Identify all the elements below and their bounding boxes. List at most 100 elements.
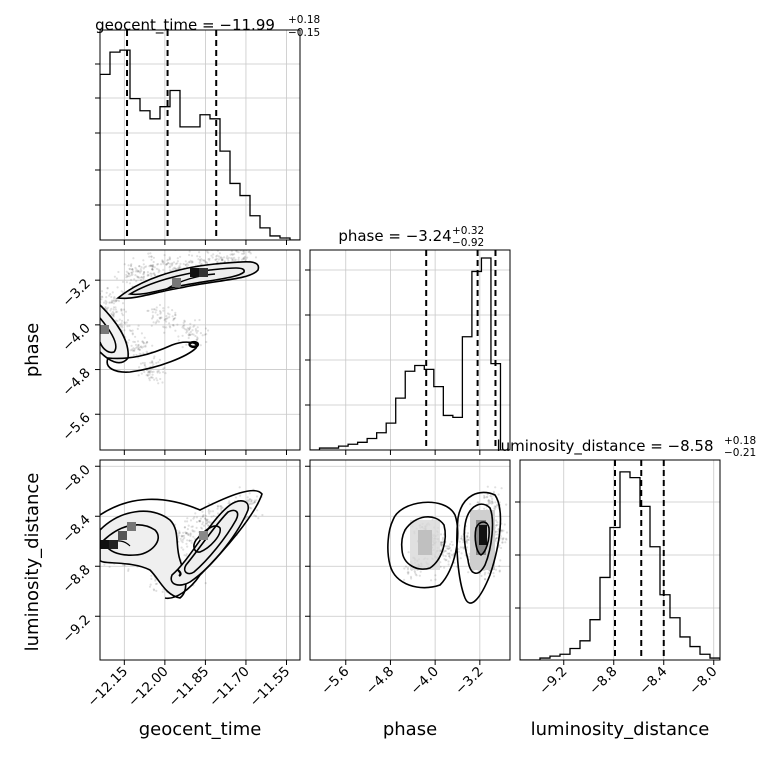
sample-point (168, 258, 171, 261)
sample-point (216, 512, 220, 515)
sample-point (214, 258, 217, 261)
sample-point (494, 505, 497, 508)
sample-point (176, 257, 179, 260)
sample-point (116, 286, 119, 289)
sample-point (490, 502, 493, 505)
sample-point (108, 301, 111, 304)
sample-point (449, 543, 452, 546)
sample-point (447, 552, 451, 555)
sample-point (201, 527, 204, 530)
sample-point (430, 579, 433, 582)
sample-point (144, 366, 147, 369)
geocent-time-quantile-lines (126, 30, 218, 240)
sample-point (182, 538, 185, 541)
panel-frame (519, 459, 721, 661)
sample-point (208, 520, 211, 523)
sample-point (142, 277, 145, 280)
sample-point (133, 349, 136, 352)
sample-point (151, 376, 154, 379)
sample-point (493, 508, 497, 511)
sample-point (201, 515, 205, 518)
sample-point (248, 492, 251, 495)
sample-point (159, 316, 162, 319)
sample-point (255, 499, 258, 502)
sample-point (502, 537, 505, 540)
sample-point (97, 293, 99, 295)
sample-point (168, 325, 171, 328)
sample-point (140, 269, 143, 273)
sample-point (158, 358, 161, 361)
sample-point (185, 331, 188, 334)
sample-point (239, 494, 242, 497)
sample-point (155, 582, 159, 585)
sample-point (132, 257, 135, 260)
sample-point (223, 256, 226, 259)
sample-point (498, 569, 501, 572)
sample-point (165, 317, 168, 320)
sample-point (469, 503, 472, 506)
sample-point (446, 545, 449, 548)
sample-point (130, 265, 133, 268)
sample-point (165, 320, 168, 323)
sample-point (221, 506, 224, 509)
sample-point (128, 272, 131, 276)
sample-point (163, 326, 166, 329)
sample-point (188, 250, 191, 253)
sample-point (496, 523, 499, 526)
sample-point (466, 535, 469, 538)
sample-point (115, 299, 118, 302)
sample-point (492, 490, 495, 493)
sample-point (97, 285, 99, 287)
sample-point (151, 373, 154, 376)
sample-point (105, 291, 108, 294)
sample-point (495, 530, 498, 534)
sample-point (146, 373, 149, 376)
sample-point (198, 318, 201, 322)
sample-point (148, 377, 151, 380)
x-tick-label: −3.2 (452, 664, 486, 698)
sample-point (234, 258, 237, 261)
phase-vs-geocent-time-density-cells (100, 268, 208, 334)
sample-point (195, 338, 198, 341)
sample-point (188, 539, 191, 542)
sample-point (127, 569, 130, 573)
y-axis-label-phase: phase (22, 323, 43, 377)
sample-point (185, 532, 188, 535)
sample-point (448, 555, 451, 558)
sample-point (148, 379, 151, 382)
sample-point (216, 260, 219, 263)
x-tick-label: −8.4 (636, 664, 670, 698)
sample-point (131, 332, 134, 335)
sample-point (162, 307, 165, 310)
sample-point (145, 265, 148, 268)
sample-point (217, 255, 221, 258)
sample-point (133, 340, 136, 344)
sample-point (147, 274, 150, 277)
sample-point (448, 552, 451, 555)
sample-point (141, 346, 144, 349)
panel-frame (309, 459, 511, 661)
sample-point (178, 267, 181, 270)
sample-point (130, 348, 134, 351)
sample-point (189, 330, 192, 333)
sample-point (212, 253, 215, 256)
x-axis-label-geocent-time: geocent_time (139, 719, 262, 740)
phase-vs-geocent-time-contours (100, 260, 260, 373)
sample-point (134, 270, 138, 273)
sample-point (466, 536, 469, 539)
sample-point (452, 553, 455, 556)
sample-point (139, 278, 143, 281)
sample-point (198, 251, 201, 254)
sample-point (406, 566, 410, 569)
sample-point (196, 329, 199, 333)
sample-point (261, 513, 264, 517)
sample-point (171, 309, 174, 312)
luminosity-distance-histogram (520, 471, 720, 660)
sample-point (156, 370, 159, 373)
sample-point (142, 345, 145, 348)
sample-point (242, 257, 245, 260)
y-tick-label: −5.6 (59, 410, 93, 444)
sample-point (253, 500, 257, 503)
geocent-time-title: geocent_time = −11.99 (95, 16, 275, 35)
sample-point (95, 543, 97, 545)
